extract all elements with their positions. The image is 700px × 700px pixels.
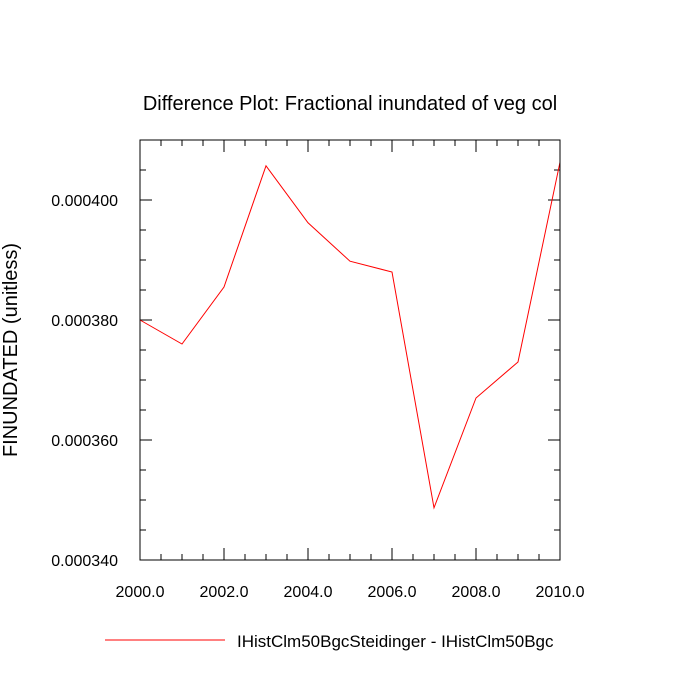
x-tick-label: 2002.0 <box>200 584 249 601</box>
legend-label: IHistClm50BgcSteidinger - IHistClm50Bgc <box>237 632 554 651</box>
x-tick-label: 2000.0 <box>116 584 165 601</box>
legend: IHistClm50BgcSteidinger - IHistClm50Bgc <box>105 632 554 651</box>
y-tick-label: 0.000360 <box>51 433 118 450</box>
x-tick-label: 2010.0 <box>536 584 585 601</box>
x-tick-label: 2006.0 <box>368 584 417 601</box>
series-line <box>139 162 561 510</box>
x-tick-label: 2004.0 <box>284 584 333 601</box>
y-axis-label: FINUNDATED (unitless) <box>0 243 22 457</box>
chart-title: Difference Plot: Fractional inundated of… <box>143 93 557 115</box>
y-tick-label: 0.000400 <box>51 193 118 210</box>
tick-labels: 2000.0 2002.0 2004.0 2006.0 2008.0 2010.0 0.00… <box>51 193 584 601</box>
y-tick-label: 0.000380 <box>51 313 118 330</box>
y-tick-label: 0.000340 <box>51 553 118 570</box>
x-tick-label: 2008.0 <box>452 584 501 601</box>
series-lines <box>139 162 561 510</box>
axis-ticks <box>139 139 561 561</box>
plot-frame <box>139 139 561 561</box>
